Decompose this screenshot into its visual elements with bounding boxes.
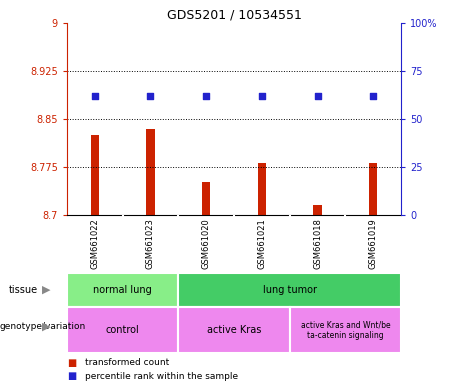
Text: active Kras and Wnt/be
ta-catenin signaling: active Kras and Wnt/be ta-catenin signal… [301,321,390,340]
Bar [290,307,401,353]
Bar [90,135,99,215]
Text: active Kras: active Kras [207,325,261,335]
Text: GSM661021: GSM661021 [257,218,266,269]
Text: GSM661020: GSM661020 [201,218,211,269]
Text: lung tumor: lung tumor [263,285,317,295]
Text: GSM661022: GSM661022 [90,218,99,269]
Text: ▶: ▶ [41,285,50,295]
Text: tissue: tissue [9,285,38,295]
Bar [178,273,401,307]
Text: ■: ■ [67,371,76,381]
Bar [202,182,210,215]
Text: normal lung: normal lung [93,285,152,295]
Point [202,93,210,99]
Text: genotype/variation: genotype/variation [0,322,86,331]
Point [147,93,154,99]
Point [258,93,266,99]
Point [370,93,377,99]
Bar [67,307,178,353]
Bar [369,162,378,215]
Bar [146,129,154,215]
Text: control: control [106,325,139,335]
Title: GDS5201 / 10534551: GDS5201 / 10534551 [166,9,301,22]
Text: ■: ■ [67,358,76,368]
Point [314,93,321,99]
Text: percentile rank within the sample: percentile rank within the sample [85,372,238,381]
Point [91,93,98,99]
Text: GSM661019: GSM661019 [369,218,378,269]
Text: ▶: ▶ [41,321,50,331]
Text: GSM661018: GSM661018 [313,218,322,269]
Bar [178,307,290,353]
Bar [313,205,322,215]
Bar [258,162,266,215]
Text: GSM661023: GSM661023 [146,218,155,269]
Bar [67,273,178,307]
Text: transformed count: transformed count [85,358,170,367]
